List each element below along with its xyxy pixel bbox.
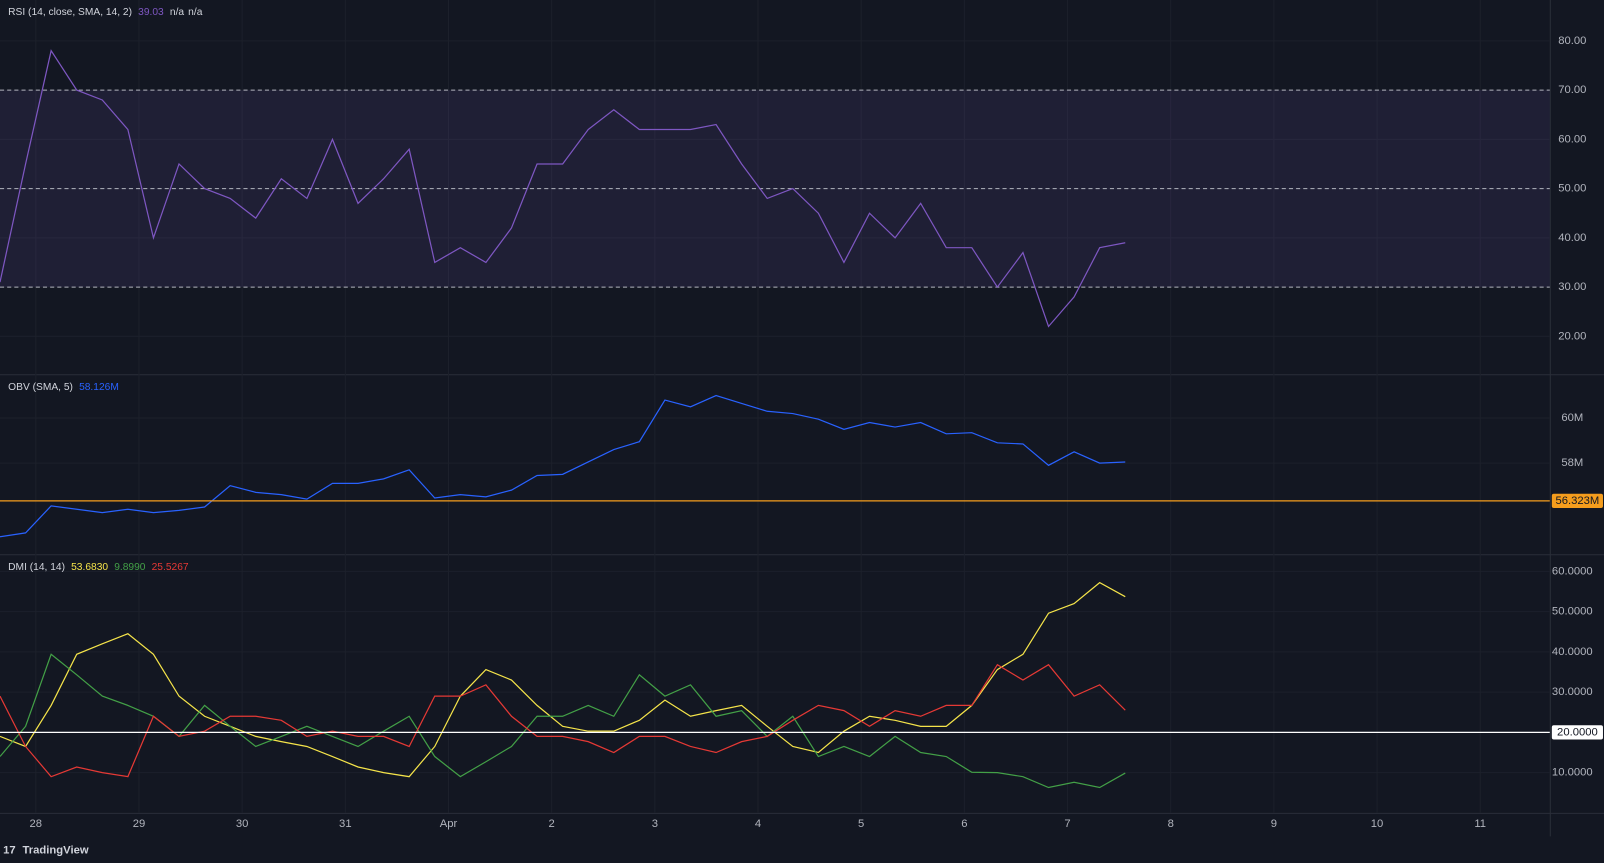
x-tick-label: 2 bbox=[549, 818, 555, 830]
legend-value: n/a bbox=[188, 7, 203, 18]
legend-value: 58.126M bbox=[79, 382, 119, 393]
y-tick-label: 60M bbox=[1561, 412, 1583, 424]
x-tick-label: 28 bbox=[30, 818, 43, 830]
x-tick-label: 11 bbox=[1474, 818, 1486, 830]
legend-value: 39.03 bbox=[138, 7, 164, 18]
x-tick-label: 10 bbox=[1371, 818, 1384, 830]
y-tick-label: 40.0000 bbox=[1552, 646, 1593, 658]
y-tick-label: 50.00 bbox=[1558, 183, 1586, 195]
x-tick-label: 9 bbox=[1271, 818, 1277, 830]
x-tick-label: 31 bbox=[339, 818, 352, 830]
y-tick-label: 70.00 bbox=[1558, 84, 1586, 96]
level-label-bg bbox=[1551, 725, 1603, 740]
series-line bbox=[0, 394, 1126, 538]
y-tick-label: 60.0000 bbox=[1552, 565, 1593, 577]
x-tick-label: 3 bbox=[652, 818, 658, 830]
series-line bbox=[0, 663, 1126, 778]
y-tick-label: 80.00 bbox=[1558, 35, 1586, 47]
pane-title: RSI (14, close, SMA, 14, 2) bbox=[8, 7, 132, 18]
y-tick-label: 58M bbox=[1561, 457, 1583, 469]
logo-mark: 17 bbox=[3, 845, 16, 857]
x-tick-label: 5 bbox=[858, 818, 864, 830]
legend-value: n/a bbox=[170, 7, 185, 18]
level-label-bg bbox=[1551, 493, 1603, 509]
y-tick-label: 30.00 bbox=[1558, 281, 1586, 293]
x-tick-label: 6 bbox=[961, 818, 967, 830]
x-tick-label: 4 bbox=[755, 818, 761, 830]
series-line bbox=[0, 49, 1126, 328]
legend-value: 25.5267 bbox=[152, 562, 189, 573]
x-tick-label: 29 bbox=[133, 818, 146, 830]
level-label: 56.323M bbox=[1556, 495, 1600, 507]
level-label: 20.0000 bbox=[1557, 726, 1598, 738]
y-tick-label: 30.0000 bbox=[1552, 686, 1593, 698]
y-tick-label: 60.00 bbox=[1558, 133, 1586, 145]
footer-logo: TradingView bbox=[23, 845, 89, 857]
pane-title: OBV (SMA, 5) bbox=[8, 382, 73, 393]
pane-title: DMI (14, 14) bbox=[8, 562, 65, 573]
y-tick-label: 40.00 bbox=[1558, 232, 1586, 244]
x-tick-label: Apr bbox=[440, 818, 458, 830]
x-tick-label: 8 bbox=[1168, 818, 1174, 830]
y-tick-label: 10.0000 bbox=[1552, 767, 1593, 779]
series-line bbox=[0, 653, 1126, 789]
y-tick-label: 50.0000 bbox=[1552, 606, 1593, 618]
x-tick-label: 7 bbox=[1064, 818, 1070, 830]
series-line bbox=[0, 581, 1126, 778]
legend-value: 53.6830 bbox=[71, 562, 108, 573]
legend-value: 9.8990 bbox=[114, 562, 146, 573]
y-tick-label: 20.00 bbox=[1558, 330, 1586, 342]
x-tick-label: 30 bbox=[236, 818, 249, 830]
